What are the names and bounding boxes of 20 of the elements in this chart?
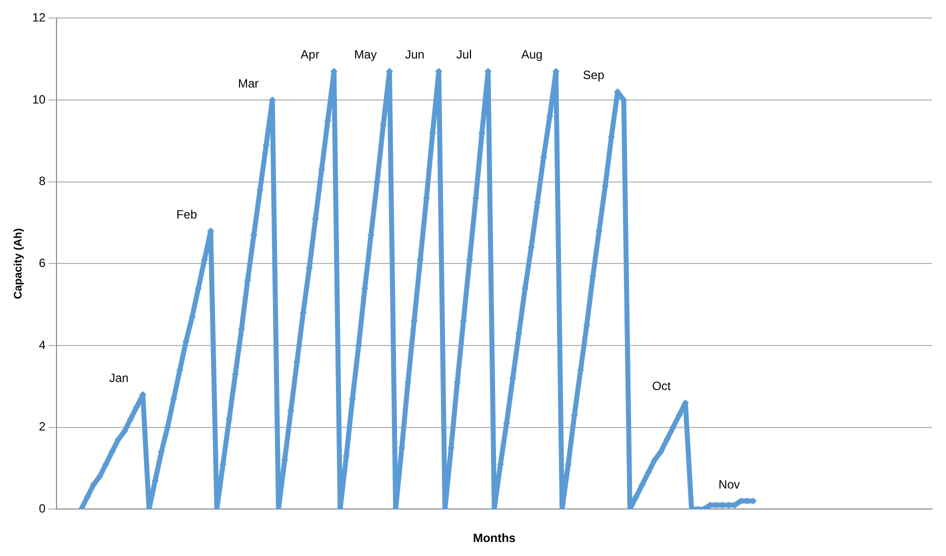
annotation: Jun [405, 48, 424, 62]
y-tick-label: 6 [38, 256, 46, 270]
x-axis-title: Months [472, 531, 516, 546]
annotation: Feb [176, 207, 198, 222]
annotation: Oct [652, 379, 672, 394]
annotation: Mar [238, 76, 259, 90]
y-tick-label: 10 [32, 92, 46, 106]
y-tick-label: 2 [38, 420, 46, 434]
y-axis-title: Capacity (Ah) [12, 228, 25, 300]
y-tick-label: 12 [32, 10, 46, 25]
y-tick-label: 8 [38, 174, 46, 188]
y-tick-label: 4 [38, 338, 46, 352]
annotation: May [354, 48, 377, 62]
annotation: Aug [521, 48, 543, 62]
annotation: Jul [456, 48, 472, 62]
annotation: Apr [300, 48, 320, 62]
annotation: Nov [718, 477, 740, 492]
y-tick-label: 0 [38, 502, 46, 516]
annotation: Jan [109, 370, 129, 385]
annotation: Sep [582, 68, 605, 82]
